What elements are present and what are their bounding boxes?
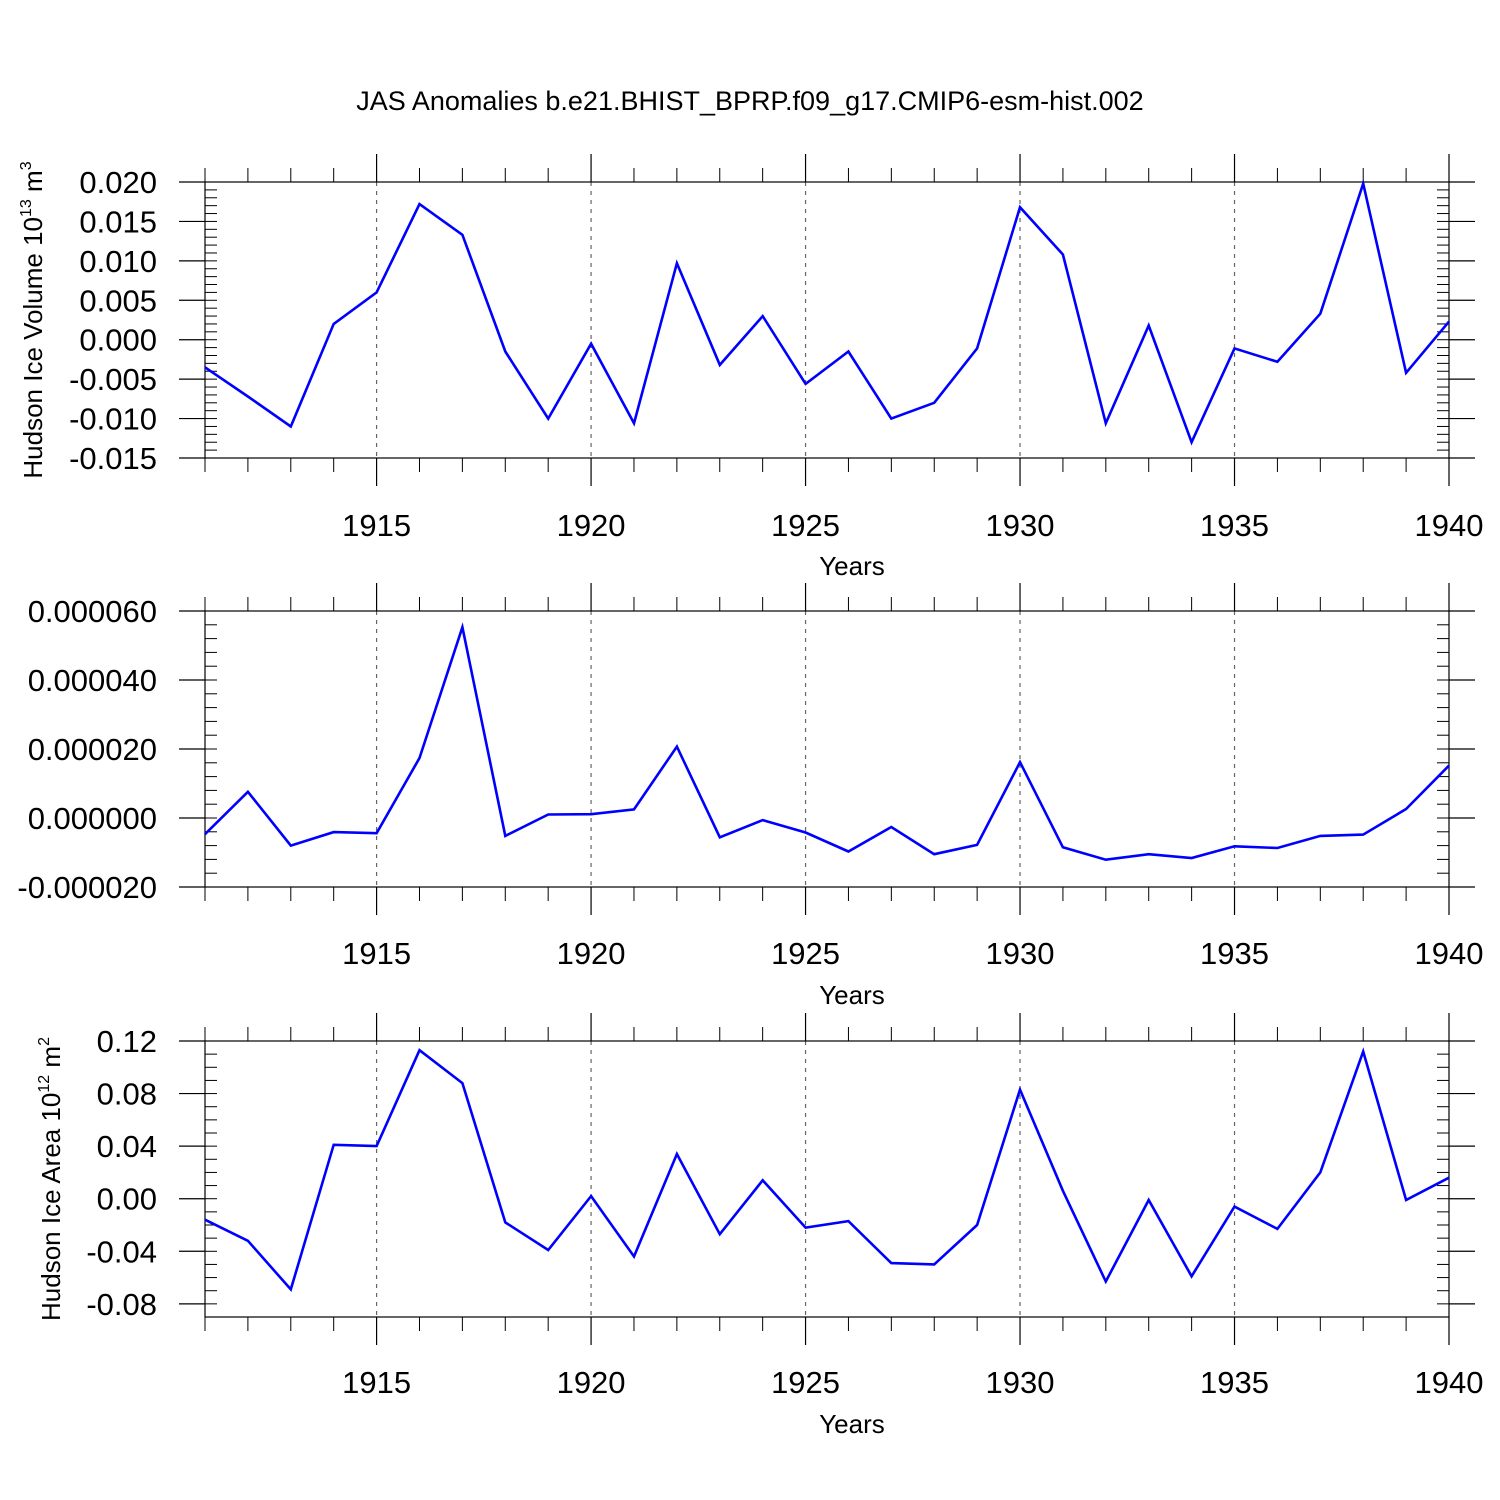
plot-frame [204, 1040, 1450, 1318]
x-tick-label: 1920 [557, 508, 626, 543]
plot-frame [204, 610, 1450, 888]
figure-title: JAS Anomalies b.e21.BHIST_BPRP.f09_g17.C… [356, 86, 1143, 116]
y-axis-title: Hudson Ice Area 1012 m2 [36, 1037, 66, 1321]
series-line [204, 622, 1450, 862]
x-tick-label: 1935 [1200, 508, 1269, 543]
x-tick-label: 1915 [342, 1365, 411, 1400]
panel-1: -0.015 -0.010 -0.005 0.000 0.005 0.010 0.015 0.… [18, 154, 1483, 581]
y-tick-label: 0.00 [97, 1182, 157, 1217]
x-tick-label: 1935 [1200, 936, 1269, 971]
y-axis-title: Hudson Ice Volume 1013 m3 [18, 161, 48, 478]
y-tick-label: 0.000020 [28, 732, 157, 767]
y-tick-label: -0.08 [86, 1287, 157, 1322]
y-tick-label: 0.08 [97, 1077, 157, 1112]
x-tick-label: 1930 [986, 936, 1055, 971]
x-tick-label: 1940 [1415, 1365, 1484, 1400]
y-tick-label: 0.000040 [28, 663, 157, 698]
panel-3: -0.08 -0.04 0.00 0.04 0.08 0.12 1915 1920 1925 19… [36, 1013, 1483, 1439]
x-tick-label: 1925 [771, 936, 840, 971]
y-tick-label: 0.010 [79, 244, 157, 279]
y-tick-label: 0.000 [79, 323, 157, 358]
y-tick-label: -0.000020 [17, 870, 157, 905]
y-tick-label: 0.12 [97, 1024, 157, 1059]
x-tick-label: 1915 [342, 936, 411, 971]
x-axis-title: Years [819, 551, 885, 581]
x-tick-label: 1940 [1415, 936, 1484, 971]
x-tick-label: 1915 [342, 508, 411, 543]
x-tick-label: 1935 [1200, 1365, 1269, 1400]
x-tick-label: 1925 [771, 508, 840, 543]
series-line [204, 1047, 1450, 1293]
series-line [204, 178, 1450, 446]
y-tick-label: 0.020 [79, 165, 157, 200]
x-axis-title: Years [819, 1409, 885, 1439]
x-axis-title: Years [819, 980, 885, 1010]
x-tick-label: 1920 [557, 1365, 626, 1400]
y-tick-label: 0.015 [79, 204, 157, 239]
y-tick-label: -0.005 [69, 362, 157, 397]
chart-panels: -0.015 -0.010 -0.005 0.000 0.005 0.010 0.015 0.… [17, 154, 1483, 1439]
panel-2: -0.000020 0.000000 0.000020 0.000040 0.00006… [17, 583, 1483, 1010]
y-tick-label: -0.010 [69, 402, 157, 437]
x-tick-label: 1920 [557, 936, 626, 971]
x-tick-label: 1930 [986, 1365, 1055, 1400]
plot-frame [204, 181, 1450, 459]
x-tick-label: 1930 [986, 508, 1055, 543]
y-tick-label: 0.04 [97, 1129, 157, 1164]
y-tick-label: 0.005 [79, 283, 157, 318]
x-tick-label: 1925 [771, 1365, 840, 1400]
y-tick-label: -0.015 [69, 441, 157, 476]
y-tick-label: 0.000060 [28, 594, 157, 629]
y-tick-label: -0.04 [86, 1234, 157, 1269]
y-tick-label: 0.000000 [28, 801, 157, 836]
x-tick-label: 1940 [1415, 508, 1484, 543]
